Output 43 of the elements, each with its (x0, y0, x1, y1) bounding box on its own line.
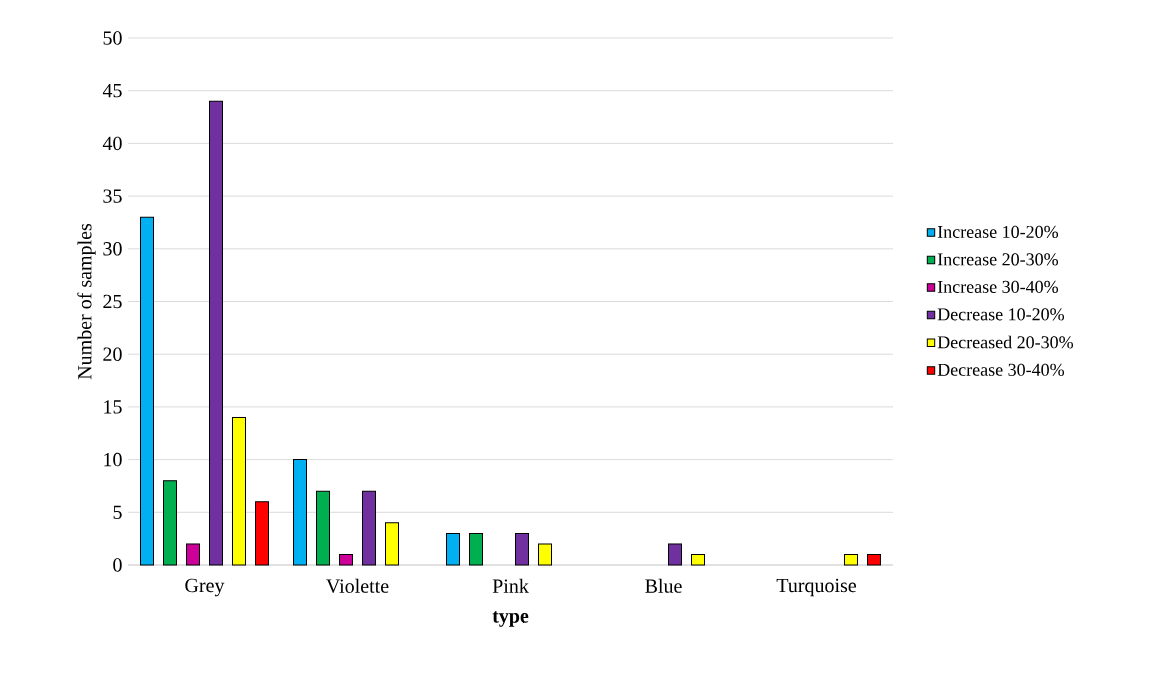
legend-label: Decrease 10-20% (937, 308, 1065, 321)
y-tick-label: 15 (104, 400, 122, 414)
y-tick-label: 30 (103, 242, 122, 256)
legend-label: Decrease 30-40% (937, 363, 1065, 376)
legend-label: Decreased 20-30% (937, 335, 1074, 349)
bar (538, 543, 553, 566)
bar (339, 553, 354, 566)
x-tick-label: Violette (326, 578, 389, 593)
y-tick-label: 25 (103, 294, 122, 309)
bar (362, 490, 377, 566)
y-tick-label: 5 (113, 505, 122, 519)
bar (186, 543, 200, 566)
bar (385, 522, 400, 566)
x-tick-label: Pink (492, 578, 529, 593)
bar (844, 553, 859, 566)
y-tick-label: 20 (103, 347, 122, 361)
bar (446, 532, 461, 566)
x-tick-label: Turquoise (776, 578, 857, 597)
x-tick-label: Blue (645, 578, 682, 593)
x-axis-title: type (492, 611, 529, 627)
y-tick-label: 35 (103, 189, 122, 203)
bar (515, 532, 530, 566)
y-tick-label: 45 (102, 84, 122, 98)
bar (255, 501, 269, 566)
bar (163, 480, 177, 566)
y-axis-title: Number of samples (77, 223, 96, 380)
y-tick-label: 40 (102, 136, 122, 151)
legend-label: Increase 20-30% (937, 253, 1059, 266)
y-tick-label: 0 (113, 558, 122, 572)
legend-label: Increase 30-40% (937, 280, 1059, 293)
bar (232, 416, 246, 566)
bar (867, 553, 882, 566)
bar (316, 490, 331, 566)
bar (293, 459, 308, 566)
x-tick-label: Grey (185, 578, 225, 597)
bar (469, 532, 484, 566)
y-tick-label: 10 (104, 452, 122, 467)
bar (668, 543, 683, 566)
bar (209, 100, 223, 566)
bar (140, 216, 154, 566)
y-tick-label: 50 (103, 31, 122, 45)
legend-label: Increase 10-20% (937, 225, 1059, 239)
bar (691, 553, 706, 566)
